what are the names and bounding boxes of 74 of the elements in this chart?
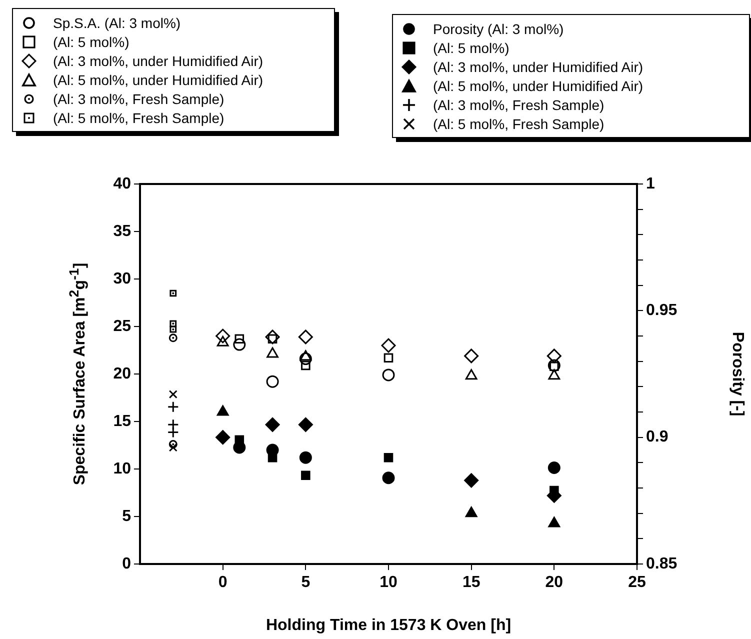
point bbox=[550, 362, 559, 372]
point bbox=[548, 461, 560, 474]
legend-label: (Al: 5 mol%, under Humidified Air) bbox=[53, 72, 264, 88]
y-tick-label: 10 bbox=[113, 460, 132, 478]
y2-tick-label: 0.9 bbox=[646, 428, 668, 446]
point bbox=[168, 390, 178, 399]
point bbox=[548, 359, 560, 372]
point bbox=[382, 472, 395, 484]
point bbox=[300, 350, 312, 361]
x-tick-label: 25 bbox=[628, 574, 646, 592]
point bbox=[465, 506, 478, 518]
point bbox=[301, 470, 310, 480]
legend-label: (Al: 5 mol%) bbox=[53, 34, 130, 50]
point bbox=[548, 369, 560, 380]
legend-label: (Al: 3 mol%, under Humidified Air) bbox=[53, 52, 264, 68]
point bbox=[384, 452, 394, 462]
x-tick-label: 15 bbox=[462, 574, 480, 592]
y2-tick-label: 0.95 bbox=[646, 302, 678, 320]
point bbox=[168, 443, 178, 452]
x-tick-label: 20 bbox=[545, 574, 564, 592]
legend-label: (Al: 5 mol%, under Humidified Air) bbox=[433, 78, 644, 94]
point bbox=[548, 516, 560, 528]
legend-label: (Al: 5 mol%) bbox=[433, 40, 510, 56]
point bbox=[265, 417, 280, 432]
point bbox=[170, 326, 177, 333]
point bbox=[170, 320, 177, 328]
y-tick-label: 5 bbox=[122, 508, 132, 525]
x-axis-title: Holding Time in 1573 K Oven [h] bbox=[266, 616, 512, 634]
point bbox=[234, 334, 244, 344]
point bbox=[266, 375, 279, 388]
point bbox=[464, 473, 479, 488]
legend-label: (Al: 3 mol%, Fresh Sample) bbox=[433, 96, 604, 112]
y2-axis-title: Porosity [-] bbox=[728, 332, 746, 416]
x-tick-label: 0 bbox=[218, 574, 228, 592]
y-tick-label: 25 bbox=[113, 318, 132, 335]
point bbox=[167, 418, 179, 430]
legend-label: (Al: 5 mol%, Fresh Sample) bbox=[53, 110, 224, 126]
point bbox=[384, 353, 394, 362]
point bbox=[233, 338, 246, 351]
legend-label: (Al: 3 mol%, Fresh Sample) bbox=[53, 90, 224, 106]
point bbox=[216, 336, 229, 346]
point bbox=[168, 334, 178, 342]
legend-label: Sp.S.A. (Al: 3 mol%) bbox=[53, 14, 181, 30]
y-tick-label: 35 bbox=[113, 222, 132, 240]
point bbox=[167, 426, 179, 438]
point bbox=[381, 338, 396, 353]
y2-tick-label: 0.85 bbox=[646, 555, 678, 572]
point bbox=[465, 369, 478, 380]
point bbox=[168, 440, 178, 449]
legend-label: Porosity (Al: 3 mol%) bbox=[433, 20, 564, 36]
point bbox=[170, 290, 177, 297]
point bbox=[298, 330, 313, 344]
point bbox=[464, 348, 479, 364]
point bbox=[266, 347, 278, 358]
legend-label: (Al: 3 mol%, under Humidified Air) bbox=[433, 58, 644, 74]
point bbox=[546, 348, 562, 364]
point bbox=[299, 352, 312, 366]
point bbox=[298, 417, 313, 432]
y-tick-label: 15 bbox=[113, 412, 132, 430]
point bbox=[265, 330, 280, 344]
x-tick-label: 10 bbox=[380, 574, 398, 592]
point bbox=[216, 430, 230, 445]
legend-label: (Al: 5 mol%, Fresh Sample) bbox=[433, 116, 604, 132]
y-tick-label: 40 bbox=[113, 175, 132, 192]
point bbox=[301, 360, 310, 370]
y-tick-label: 20 bbox=[113, 365, 132, 382]
point bbox=[299, 451, 312, 464]
point bbox=[216, 328, 230, 344]
point bbox=[167, 401, 179, 413]
y2-tick-label: 1 bbox=[646, 175, 655, 192]
y-tick-label: 0 bbox=[122, 555, 132, 572]
point bbox=[382, 368, 395, 382]
y-tick-label: 30 bbox=[113, 270, 132, 288]
x-tick-label: 5 bbox=[301, 574, 310, 592]
